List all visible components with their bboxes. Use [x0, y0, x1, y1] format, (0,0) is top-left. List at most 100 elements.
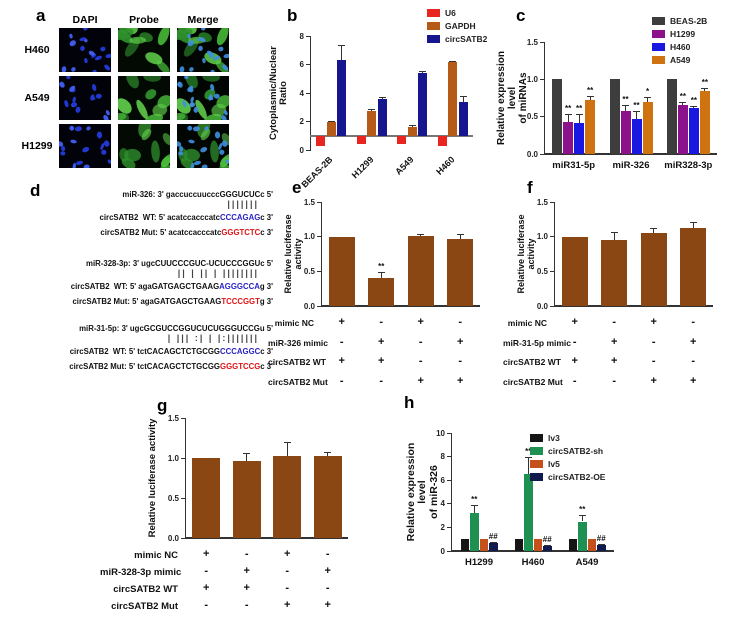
micro-image-a549-probe [118, 76, 170, 120]
sequence-segment: c 3' [260, 347, 273, 356]
y-tick-label: 0.5 [526, 112, 538, 122]
panel-e: e 0.0 0.5 1.0 1.5 Relative luciferase activi… [268, 176, 505, 390]
legend-swatch [530, 460, 543, 468]
y-tick [305, 92, 310, 94]
bar [470, 513, 479, 551]
y-tick [446, 503, 451, 505]
sequence-segment: TCCCGGT [221, 297, 260, 306]
bar [568, 539, 577, 551]
legend-swatch [530, 434, 543, 442]
circ-mut-sequence: circSATB2 Mut: 5' agaGATGAGCTGAAGTCCCGGT… [72, 297, 273, 306]
x-axis [320, 305, 480, 307]
panel-label-a: a [36, 6, 46, 25]
bar [447, 239, 474, 306]
y-tick [305, 35, 310, 37]
sequence-segment: circSATB2 WT: 5' agaGATGAGCTGAAG [70, 282, 220, 291]
sequence-segment: GGGTCCG [220, 362, 261, 371]
y-tick-label: 1.5 [303, 197, 315, 207]
legend-swatch [652, 30, 665, 38]
category-label: miR31-5p [552, 160, 596, 171]
y-tick-label: 10 [436, 428, 445, 438]
y-axis [553, 202, 555, 307]
y-tick [305, 64, 310, 65]
bar [407, 127, 417, 136]
error-bar [459, 233, 461, 240]
panel-label-g: g [157, 396, 168, 415]
error-bar-cap [449, 60, 457, 62]
matrix-cell: - [379, 374, 384, 387]
error-bar-cap [578, 515, 586, 516]
matrix-cell: + [338, 316, 345, 328]
panel-label-c: c [516, 6, 526, 25]
y-axis [309, 36, 311, 151]
matrix-cell: - [204, 599, 209, 611]
sequence-segment: c 3' [260, 213, 273, 222]
bar [328, 236, 355, 306]
bar [326, 122, 336, 136]
panel-h: h 0 2 4 6 8 10 Relative expression level of miR… [400, 393, 743, 605]
y-axis-title: Relative luciferase activity [516, 214, 536, 294]
significance-label: ** [633, 101, 640, 111]
significance-label: ** [579, 505, 586, 514]
significance-label: ** [690, 96, 697, 106]
sequence-segment: c 3' [260, 228, 273, 237]
y-tick-label: 6 [440, 475, 445, 485]
circ-mut-sequence: circSATB2 Mut: 5' acatccacccatcGGGTCTCc … [100, 228, 273, 237]
legend-label: H1299 [670, 29, 696, 39]
matrix-cell: - [244, 548, 249, 560]
error-bar-cap [689, 222, 697, 224]
micro-image-h460-merge [177, 28, 229, 72]
bar [437, 135, 447, 146]
panel-label-h: h [404, 393, 415, 412]
y-tick-label: 0 [440, 546, 445, 556]
matrix-cell: - [572, 374, 577, 387]
significance-label: ** [587, 85, 594, 95]
error-bar-cap [622, 105, 629, 107]
error-bar-cap [650, 227, 658, 229]
significance-label: ** [679, 92, 686, 102]
bar [563, 121, 574, 154]
error-bar-cap [243, 453, 251, 455]
matrix-cell: + [324, 599, 331, 611]
bar [631, 118, 642, 154]
y-tick-label: 2 [299, 117, 304, 126]
bar [273, 455, 302, 538]
bar [677, 105, 688, 154]
y-tick [180, 537, 185, 539]
matrix-cell: - [691, 355, 696, 367]
y-axis-title: Relative expression level of miRNAs [496, 51, 529, 145]
matrix-row-label: mimic NC [507, 318, 547, 328]
bar [552, 79, 563, 154]
matrix-row-label: circSATB2 WT [113, 584, 178, 595]
y-axis [320, 202, 322, 307]
matrix-cell: + [378, 355, 385, 367]
bar [666, 79, 677, 154]
matrix-row-label: miR-31-5p mimic [503, 337, 572, 348]
error-bar [286, 442, 288, 456]
legend-swatch [427, 9, 440, 17]
matrix-row-label: mimic NC [134, 550, 178, 561]
y-tick [549, 236, 554, 238]
error-bar [693, 106, 695, 109]
y-tick-label: 8 [440, 452, 445, 462]
row-label-h460: H460 [24, 44, 50, 56]
legend-label: circSATB2-OE [548, 472, 606, 482]
y-axis [543, 42, 545, 155]
sequence-segment: CCCAGGC [220, 347, 261, 356]
error-bar-cap [575, 114, 583, 116]
y-tick-label: 0.5 [167, 493, 179, 503]
matrix-cell: - [339, 335, 344, 348]
bar [620, 110, 631, 154]
category-label: miR-326 [612, 160, 650, 171]
error-bar-cap [690, 106, 698, 108]
significance-label: ## [596, 533, 606, 543]
y-tick [316, 270, 321, 272]
y-tick-label: 4 [299, 88, 304, 98]
x-axis [184, 537, 348, 539]
legend-swatch [530, 473, 543, 481]
circ-wt-sequence: circSATB2 WT: 5' acatccacccatcCCCAGAGc 3… [100, 213, 273, 222]
panel-c: c 0.0 0.5 1.0 1.5 Relative expression level o… [495, 4, 743, 180]
x-axis [309, 135, 473, 137]
micro-image-h1299-merge [177, 124, 229, 168]
error-bar-cap [679, 102, 687, 104]
